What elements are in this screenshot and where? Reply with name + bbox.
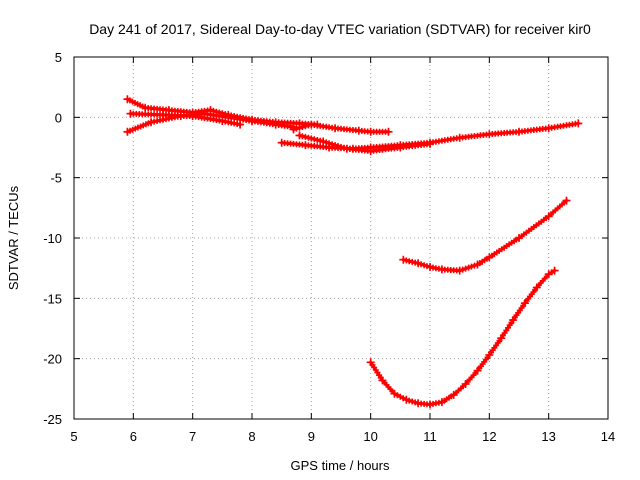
data-point — [426, 139, 434, 148]
data-point — [295, 131, 304, 140]
y-tick-labels: -25 -20 -15 -10 -5 0 5 — [43, 50, 62, 427]
data-point — [147, 118, 156, 127]
data-point — [271, 120, 280, 129]
data-point — [277, 138, 286, 147]
y-tick-label: -10 — [43, 231, 62, 246]
data-point — [455, 266, 464, 275]
data-point — [461, 380, 470, 388]
data-point — [515, 234, 523, 242]
data-point — [485, 351, 494, 359]
y-tick-label: -15 — [43, 291, 62, 306]
data-point — [550, 266, 559, 275]
x-tick-label: 5 — [70, 429, 77, 444]
x-tick-labels: 5 6 7 8 9 10 11 12 13 14 — [70, 429, 615, 444]
data-point — [437, 398, 446, 407]
data-point — [437, 265, 446, 274]
data-point — [248, 117, 256, 125]
x-tick-label: 10 — [363, 429, 377, 444]
data-point — [532, 283, 541, 292]
data-point — [354, 126, 363, 135]
data-point — [319, 137, 328, 146]
data-point — [520, 299, 529, 308]
x-axis-label: GPS time / hours — [291, 458, 390, 473]
data-point — [301, 141, 310, 150]
data-point — [473, 366, 482, 375]
data-point — [123, 127, 132, 136]
data-point — [390, 389, 399, 398]
data-point — [509, 316, 518, 325]
data-point — [331, 124, 340, 133]
data-point — [426, 263, 434, 271]
data-point — [366, 127, 375, 136]
x-tick-label: 12 — [482, 429, 496, 444]
data-point — [236, 120, 245, 129]
data-point — [485, 253, 494, 262]
data-point — [414, 399, 423, 408]
data-point — [159, 110, 167, 119]
series-arc-4 — [289, 120, 393, 136]
chart-title: Day 241 of 2017, Sidereal Day-to-day VTE… — [89, 21, 591, 37]
data-point — [378, 376, 387, 385]
x-tick-label: 13 — [541, 429, 555, 444]
data-point — [141, 103, 150, 112]
data-point — [544, 212, 553, 221]
x-tick-label: 11 — [423, 429, 437, 444]
data-point — [414, 259, 423, 268]
y-axis-label: SDTVAR / TECUs — [6, 185, 21, 290]
data-point — [455, 133, 464, 142]
data-point — [289, 125, 298, 134]
data-point — [126, 109, 135, 118]
x-tick-label: 14 — [601, 429, 615, 444]
data-point — [188, 112, 197, 121]
data-point — [544, 124, 553, 133]
data-point — [342, 144, 351, 153]
series-arc-8 — [366, 266, 559, 409]
data-point — [399, 255, 408, 264]
data-point — [366, 358, 375, 367]
data-point — [402, 395, 411, 404]
y-tick-label: 5 — [55, 50, 62, 65]
x-tick-label: 9 — [308, 429, 315, 444]
data-point — [426, 400, 434, 409]
data-point — [218, 117, 227, 125]
x-tick-label: 8 — [248, 429, 255, 444]
data-point — [449, 390, 458, 399]
series-arc-7 — [399, 196, 571, 275]
series-arc-3 — [126, 109, 245, 129]
data-point — [497, 334, 506, 343]
data-point — [307, 120, 316, 129]
data-point — [384, 127, 393, 136]
data-series — [123, 95, 583, 409]
axis-ticks — [73, 56, 609, 420]
grid-lines — [74, 57, 608, 419]
data-point — [485, 130, 494, 139]
y-tick-label: -5 — [50, 171, 62, 186]
data-point — [562, 196, 571, 205]
y-tick-label: 0 — [55, 110, 62, 125]
data-point — [396, 143, 405, 152]
data-point — [574, 119, 583, 128]
series-arc-6 — [295, 131, 434, 156]
y-tick-label: -25 — [43, 412, 62, 427]
x-tick-label: 7 — [189, 429, 196, 444]
data-point — [123, 95, 132, 104]
data-point — [544, 270, 553, 279]
data-point — [515, 127, 523, 136]
data-point — [366, 147, 375, 156]
data-point — [473, 260, 482, 269]
plot-frame — [73, 56, 609, 420]
x-tick-label: 6 — [130, 429, 137, 444]
y-tick-label: -20 — [43, 352, 62, 367]
